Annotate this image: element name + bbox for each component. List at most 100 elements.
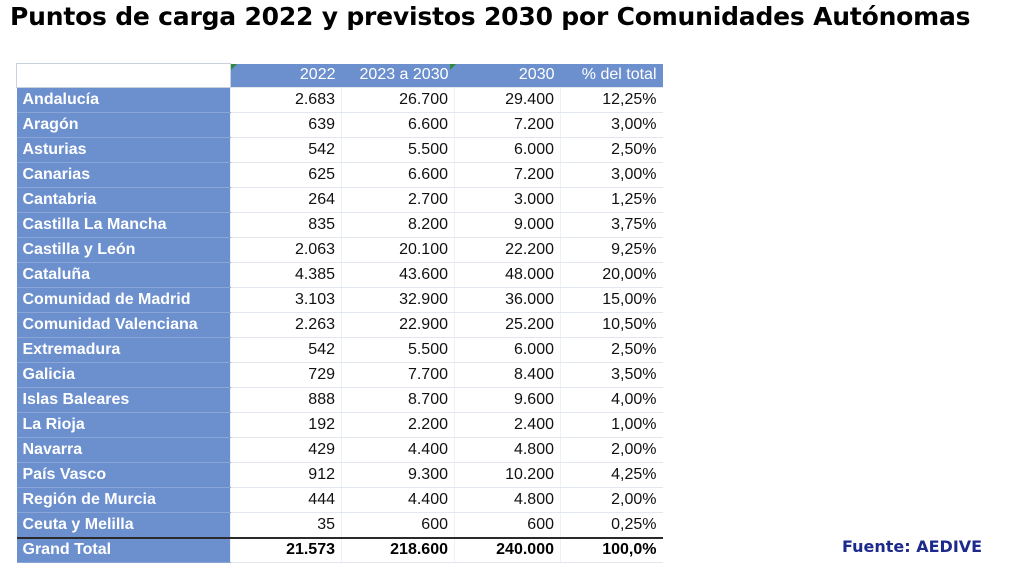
total-row: Grand Total 21.573 218.600 240.000 100,0% — [16, 536, 663, 563]
table-row: Andalucía 2.683 26.700 29.400 12,25% — [16, 87, 663, 113]
table-row: Región de Murcia 444 4.400 4.800 2,00% — [16, 487, 663, 513]
value-2022-cell: 192 — [230, 412, 342, 438]
value-2023-2030-cell: 2.700 — [341, 187, 455, 213]
percent-cell: 2,50% — [560, 337, 663, 363]
region-cell: Asturias — [16, 137, 231, 163]
table-body: Andalucía 2.683 26.700 29.400 12,25% Aragón 63… — [16, 87, 663, 563]
value-2023-2030-cell: 5.500 — [341, 137, 455, 163]
value-2022-cell: 3.103 — [230, 287, 342, 313]
value-2030-cell: 29.400 — [454, 87, 561, 113]
region-cell: Canarias — [16, 162, 231, 188]
header-2022: 2022 — [230, 63, 342, 88]
value-2022-cell: 542 — [230, 137, 342, 163]
percent-cell: 3,50% — [560, 362, 663, 388]
value-2023-2030-cell: 6.600 — [341, 162, 455, 188]
value-2030-cell: 600 — [454, 512, 561, 538]
table-row: País Vasco 912 9.300 10.200 4,25% — [16, 462, 663, 488]
value-2023-2030-cell: 43.600 — [341, 262, 455, 288]
cell-marker-icon — [450, 64, 456, 70]
header-2023-2030: 2023 a 2030 — [341, 63, 455, 88]
value-2022-cell: 35 — [230, 512, 342, 538]
value-2030-cell: 4.800 — [454, 437, 561, 463]
value-2022-cell: 4.385 — [230, 262, 342, 288]
table-row: Extremadura 542 5.500 6.000 2,50% — [16, 337, 663, 363]
source-label: Fuente: AEDIVE — [842, 537, 983, 556]
percent-cell: 3,00% — [560, 112, 663, 138]
table-row: Islas Baleares 888 8.700 9.600 4,00% — [16, 387, 663, 413]
percent-cell: 10,50% — [560, 312, 663, 338]
value-2022-cell: 2.263 — [230, 312, 342, 338]
header-2030: 2030 — [454, 63, 561, 88]
value-2030-cell: 36.000 — [454, 287, 561, 313]
table-row: Canarias 625 6.600 7.200 3,00% — [16, 162, 663, 188]
value-2023-2030-cell: 8.700 — [341, 387, 455, 413]
value-2030-cell: 6.000 — [454, 137, 561, 163]
region-cell: Ceuta y Melilla — [16, 512, 231, 538]
percent-cell: 4,25% — [560, 462, 663, 488]
value-2022-cell: 21.573 — [230, 536, 342, 563]
value-2030-cell: 48.000 — [454, 262, 561, 288]
percent-cell: 2,00% — [560, 437, 663, 463]
value-2030-cell: 25.200 — [454, 312, 561, 338]
value-2030-cell: 9.000 — [454, 212, 561, 238]
value-2030-cell: 2.400 — [454, 412, 561, 438]
page-title: Puntos de carga 2022 y previstos 2030 po… — [10, 2, 971, 31]
table-row: Galicia 729 7.700 8.400 3,50% — [16, 362, 663, 388]
value-2022-cell: 888 — [230, 387, 342, 413]
value-2022-cell: 264 — [230, 187, 342, 213]
value-2023-2030-cell: 218.600 — [341, 536, 455, 563]
percent-cell: 9,25% — [560, 237, 663, 263]
region-cell: Galicia — [16, 362, 231, 388]
value-2030-cell: 8.400 — [454, 362, 561, 388]
region-cell: Castilla y León — [16, 237, 231, 263]
table-row: La Rioja 192 2.200 2.400 1,00% — [16, 412, 663, 438]
percent-cell: 15,00% — [560, 287, 663, 313]
table-row: Cataluña 4.385 43.600 48.000 20,00% — [16, 262, 663, 288]
percent-cell: 1,00% — [560, 412, 663, 438]
value-2022-cell: 912 — [230, 462, 342, 488]
header-row: 2022 2023 a 2030 2030 % del total — [16, 63, 663, 88]
region-cell: La Rioja — [16, 412, 231, 438]
value-2022-cell: 639 — [230, 112, 342, 138]
value-2023-2030-cell: 2.200 — [341, 412, 455, 438]
value-2030-cell: 4.800 — [454, 487, 561, 513]
value-2022-cell: 835 — [230, 212, 342, 238]
header-blank — [16, 63, 231, 88]
value-2022-cell: 429 — [230, 437, 342, 463]
region-cell: Islas Baleares — [16, 387, 231, 413]
table-row: Castilla y León 2.063 20.100 22.200 9,25% — [16, 237, 663, 263]
value-2023-2030-cell: 4.400 — [341, 487, 455, 513]
region-cell: Cantabria — [16, 187, 231, 213]
region-cell: Andalucía — [16, 87, 231, 113]
value-2030-cell: 9.600 — [454, 387, 561, 413]
value-2023-2030-cell: 6.600 — [341, 112, 455, 138]
value-2030-cell: 7.200 — [454, 162, 561, 188]
value-2023-2030-cell: 20.100 — [341, 237, 455, 263]
region-cell: Comunidad Valenciana — [16, 312, 231, 338]
value-2022-cell: 542 — [230, 337, 342, 363]
percent-cell: 1,25% — [560, 187, 663, 213]
percent-cell: 20,00% — [560, 262, 663, 288]
value-2023-2030-cell: 7.700 — [341, 362, 455, 388]
value-2030-cell: 240.000 — [454, 536, 561, 563]
value-2030-cell: 6.000 — [454, 337, 561, 363]
region-cell: Región de Murcia — [16, 487, 231, 513]
region-cell: Cataluña — [16, 262, 231, 288]
region-cell: Aragón — [16, 112, 231, 138]
percent-cell: 2,50% — [560, 137, 663, 163]
value-2022-cell: 729 — [230, 362, 342, 388]
table-row: Ceuta y Melilla 35 600 600 0,25% — [16, 512, 663, 538]
value-2023-2030-cell: 5.500 — [341, 337, 455, 363]
percent-cell: 2,00% — [560, 487, 663, 513]
value-2030-cell: 3.000 — [454, 187, 561, 213]
value-2023-2030-cell: 4.400 — [341, 437, 455, 463]
region-cell: Castilla La Mancha — [16, 212, 231, 238]
value-2030-cell: 10.200 — [454, 462, 561, 488]
cell-marker-icon — [231, 64, 237, 70]
charging-points-table: 2022 2023 a 2030 2030 % del total Andalu… — [16, 63, 663, 563]
value-2022-cell: 2.063 — [230, 237, 342, 263]
region-cell: Grand Total — [16, 536, 231, 563]
percent-cell: 12,25% — [560, 87, 663, 113]
value-2023-2030-cell: 22.900 — [341, 312, 455, 338]
table-row: Navarra 429 4.400 4.800 2,00% — [16, 437, 663, 463]
